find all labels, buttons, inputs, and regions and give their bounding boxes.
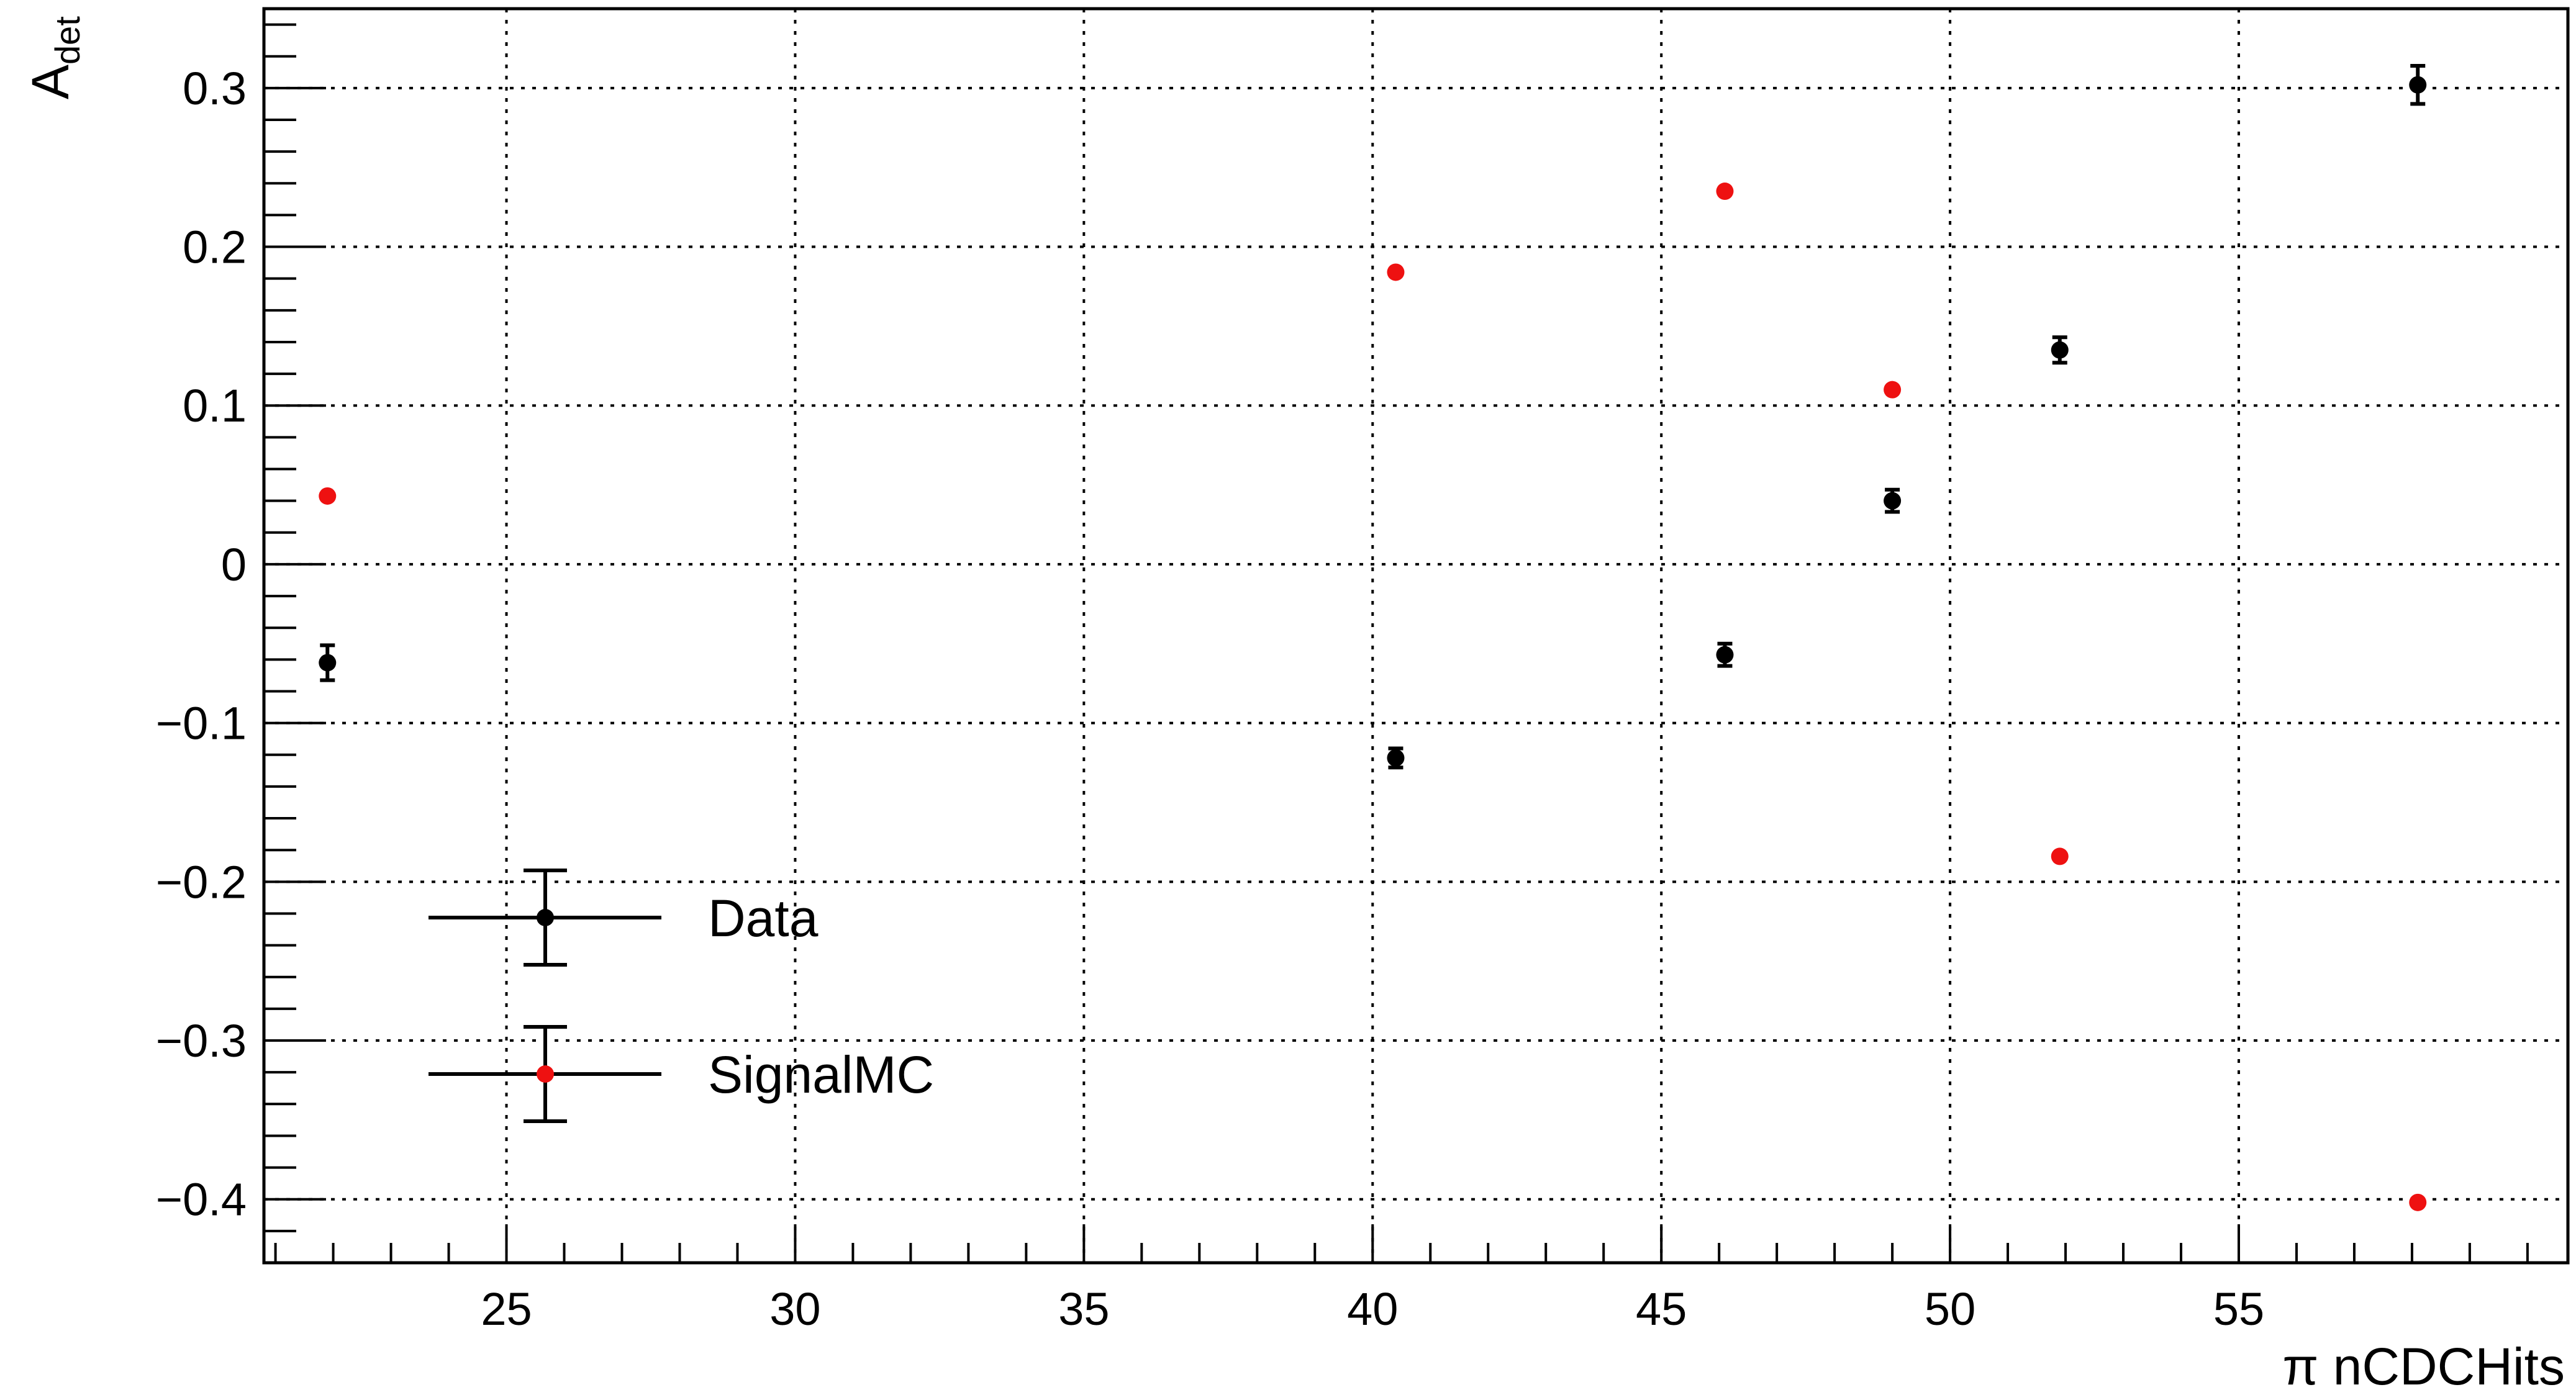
legend-data-marker — [537, 909, 554, 926]
y-axis-title-main: A — [21, 65, 79, 99]
y-tick-label: 0.3 — [183, 63, 247, 114]
legend-signalmc-marker — [537, 1065, 554, 1083]
data-point — [319, 654, 337, 672]
series-signalmc — [319, 183, 2427, 1211]
y-axis-title: Adet — [21, 16, 87, 99]
series-data — [319, 64, 2427, 770]
data-point — [319, 487, 337, 505]
data-point — [1387, 749, 1405, 767]
y-tick-label: 0.1 — [183, 380, 247, 431]
legend: Data SignalMC — [429, 869, 934, 1123]
y-tick-label: −0.3 — [156, 1015, 247, 1067]
x-tick-label: 35 — [1058, 1283, 1109, 1335]
x-tick-label: 45 — [1636, 1283, 1687, 1335]
x-tick-label: 55 — [2213, 1283, 2264, 1335]
data-point — [2051, 341, 2069, 359]
x-tick-label: 30 — [769, 1283, 820, 1335]
y-tick-label: 0 — [221, 539, 247, 590]
x-tick-label: 40 — [1347, 1283, 1398, 1335]
legend-data-label: Data — [708, 889, 819, 947]
legend-entry-data: Data — [429, 869, 819, 967]
y-tick-label: −0.1 — [156, 698, 247, 749]
data-point — [2409, 76, 2427, 94]
grid-lines — [264, 9, 2568, 1263]
x-tick-label: 50 — [1925, 1283, 1975, 1335]
y-tick-label: −0.2 — [156, 856, 247, 908]
data-point — [1716, 183, 1734, 201]
y-tick-label: 0.2 — [183, 222, 247, 273]
y-axis-title-subscript: det — [48, 16, 87, 65]
svg-text:Adet: Adet — [21, 16, 87, 99]
legend-entry-signalmc: SignalMC — [429, 1025, 934, 1123]
x-axis-title: π nCDCHits — [2282, 1337, 2565, 1395]
y-tick-label: −0.4 — [156, 1174, 247, 1226]
data-point — [1884, 492, 1902, 510]
legend-signalmc-label: SignalMC — [708, 1045, 934, 1104]
data-point — [1884, 381, 1902, 399]
data-point — [2409, 1193, 2427, 1211]
axis-ticks — [264, 23, 2529, 1264]
plot-frame — [262, 7, 2570, 1265]
data-point — [1387, 263, 1405, 281]
x-tick-label: 25 — [481, 1283, 532, 1335]
data-series — [319, 64, 2427, 1211]
axis-tick-labels: 25 30 35 40 45 50 55 −0.4 −0.3 −0.2 −0.1 0 0.1 0.2 0.3 — [156, 63, 2264, 1335]
data-point — [1716, 646, 1734, 664]
data-point — [2051, 847, 2069, 865]
